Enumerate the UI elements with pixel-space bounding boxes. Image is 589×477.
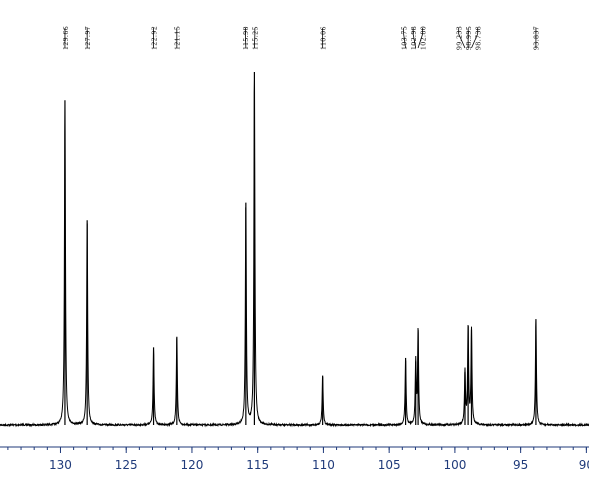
peak-label-layer: 129.66 127.97 122.92 121.15 115.90 115.25 110.… bbox=[61, 26, 541, 50]
x-tick-label: 115 bbox=[246, 458, 269, 472]
spectrum-trace-layer bbox=[0, 72, 589, 428]
x-tick-label: 105 bbox=[378, 458, 401, 472]
x-tick-label: 125 bbox=[115, 458, 138, 472]
peak-label-8: 102.98 bbox=[409, 26, 418, 50]
spectrum-trace bbox=[0, 80, 589, 428]
peak-leader-9 bbox=[417, 33, 424, 49]
peak-label-5: 115.25 bbox=[251, 26, 260, 50]
peak-leader-8 bbox=[412, 33, 417, 49]
x-tick-label: 90 bbox=[579, 458, 589, 472]
x-tick-label: 130 bbox=[49, 458, 72, 472]
x-tick-label: 95 bbox=[513, 458, 528, 472]
x-tick-label: 120 bbox=[180, 458, 203, 472]
x-tick-label: 100 bbox=[443, 458, 466, 472]
x-tick-label: 110 bbox=[312, 458, 335, 472]
peak-leader-12 bbox=[471, 33, 479, 49]
peak-label-10: 99.233 bbox=[454, 26, 463, 50]
x-axis: 130 125 120 115 110 105 100 95 90 bbox=[0, 446, 589, 472]
peak-leader-10 bbox=[458, 33, 466, 49]
peak-label-12: 98.738 bbox=[473, 26, 482, 50]
peak-label-9: 102.80 bbox=[418, 26, 427, 50]
peak-leader-7 bbox=[403, 33, 406, 49]
